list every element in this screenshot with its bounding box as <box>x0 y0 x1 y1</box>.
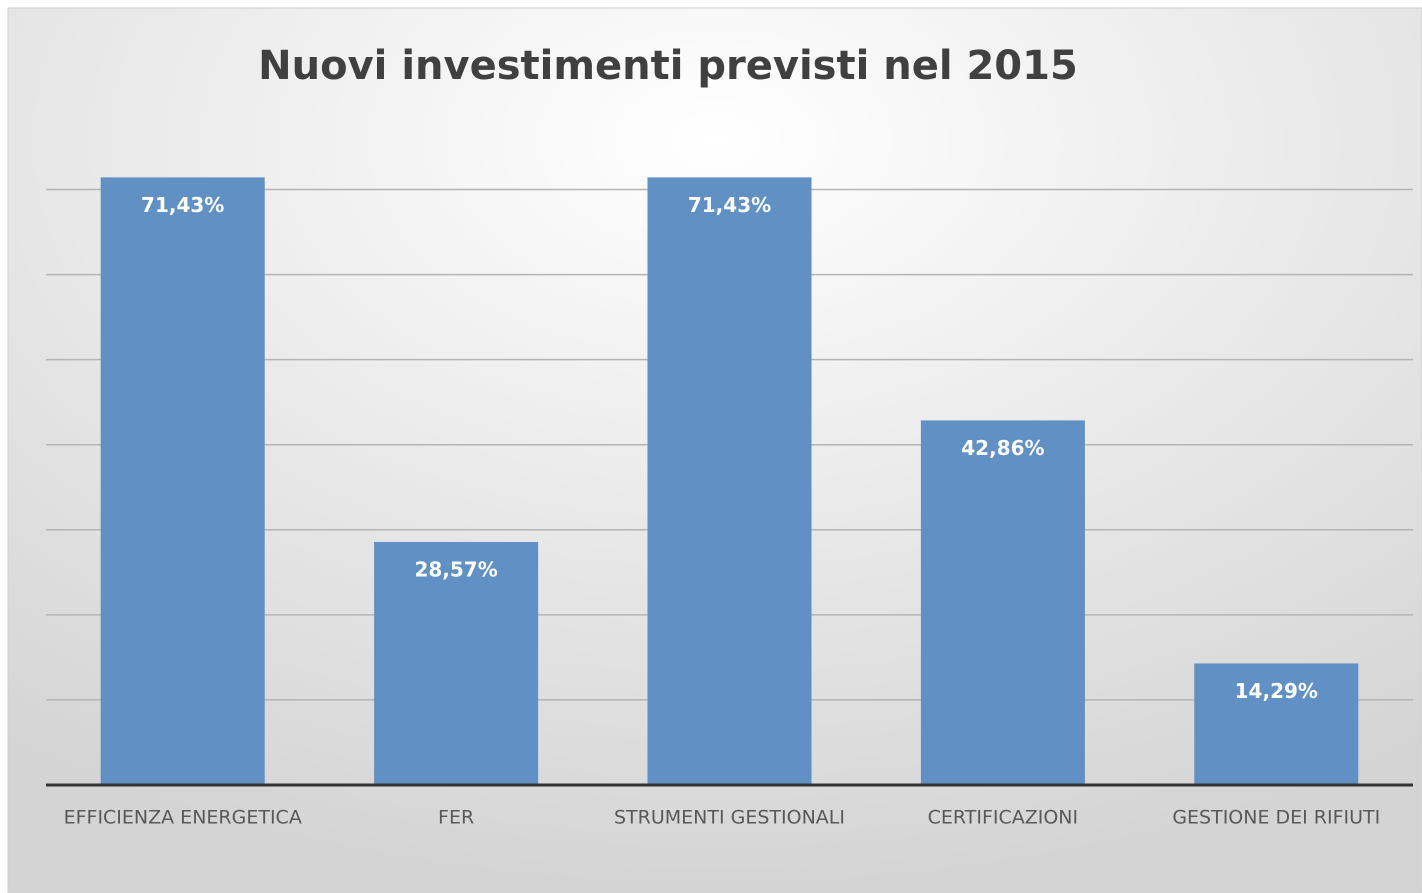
x-tick-label: STRUMENTI GESTIONALI <box>614 807 845 829</box>
x-tick-label: CERTIFICAZIONI <box>928 807 1079 829</box>
x-tick-label: EFFICIENZA ENERGETICA <box>64 807 302 829</box>
bar <box>1194 663 1359 785</box>
data-label: 71,43% <box>688 193 771 217</box>
x-tick-label: GESTIONE DEI RIFIUTI <box>1172 807 1380 829</box>
x-tick-label: FER <box>438 807 474 829</box>
data-label: 14,29% <box>1235 679 1318 703</box>
data-label: 28,57% <box>414 557 497 581</box>
bar <box>374 541 539 785</box>
bar <box>647 177 812 786</box>
data-label: 71,43% <box>141 193 224 217</box>
chart-title: Nuovi investimenti previsti nel 2015 <box>258 43 1078 89</box>
bar <box>100 177 265 786</box>
data-label: 42,86% <box>961 436 1044 460</box>
bar <box>920 420 1085 785</box>
